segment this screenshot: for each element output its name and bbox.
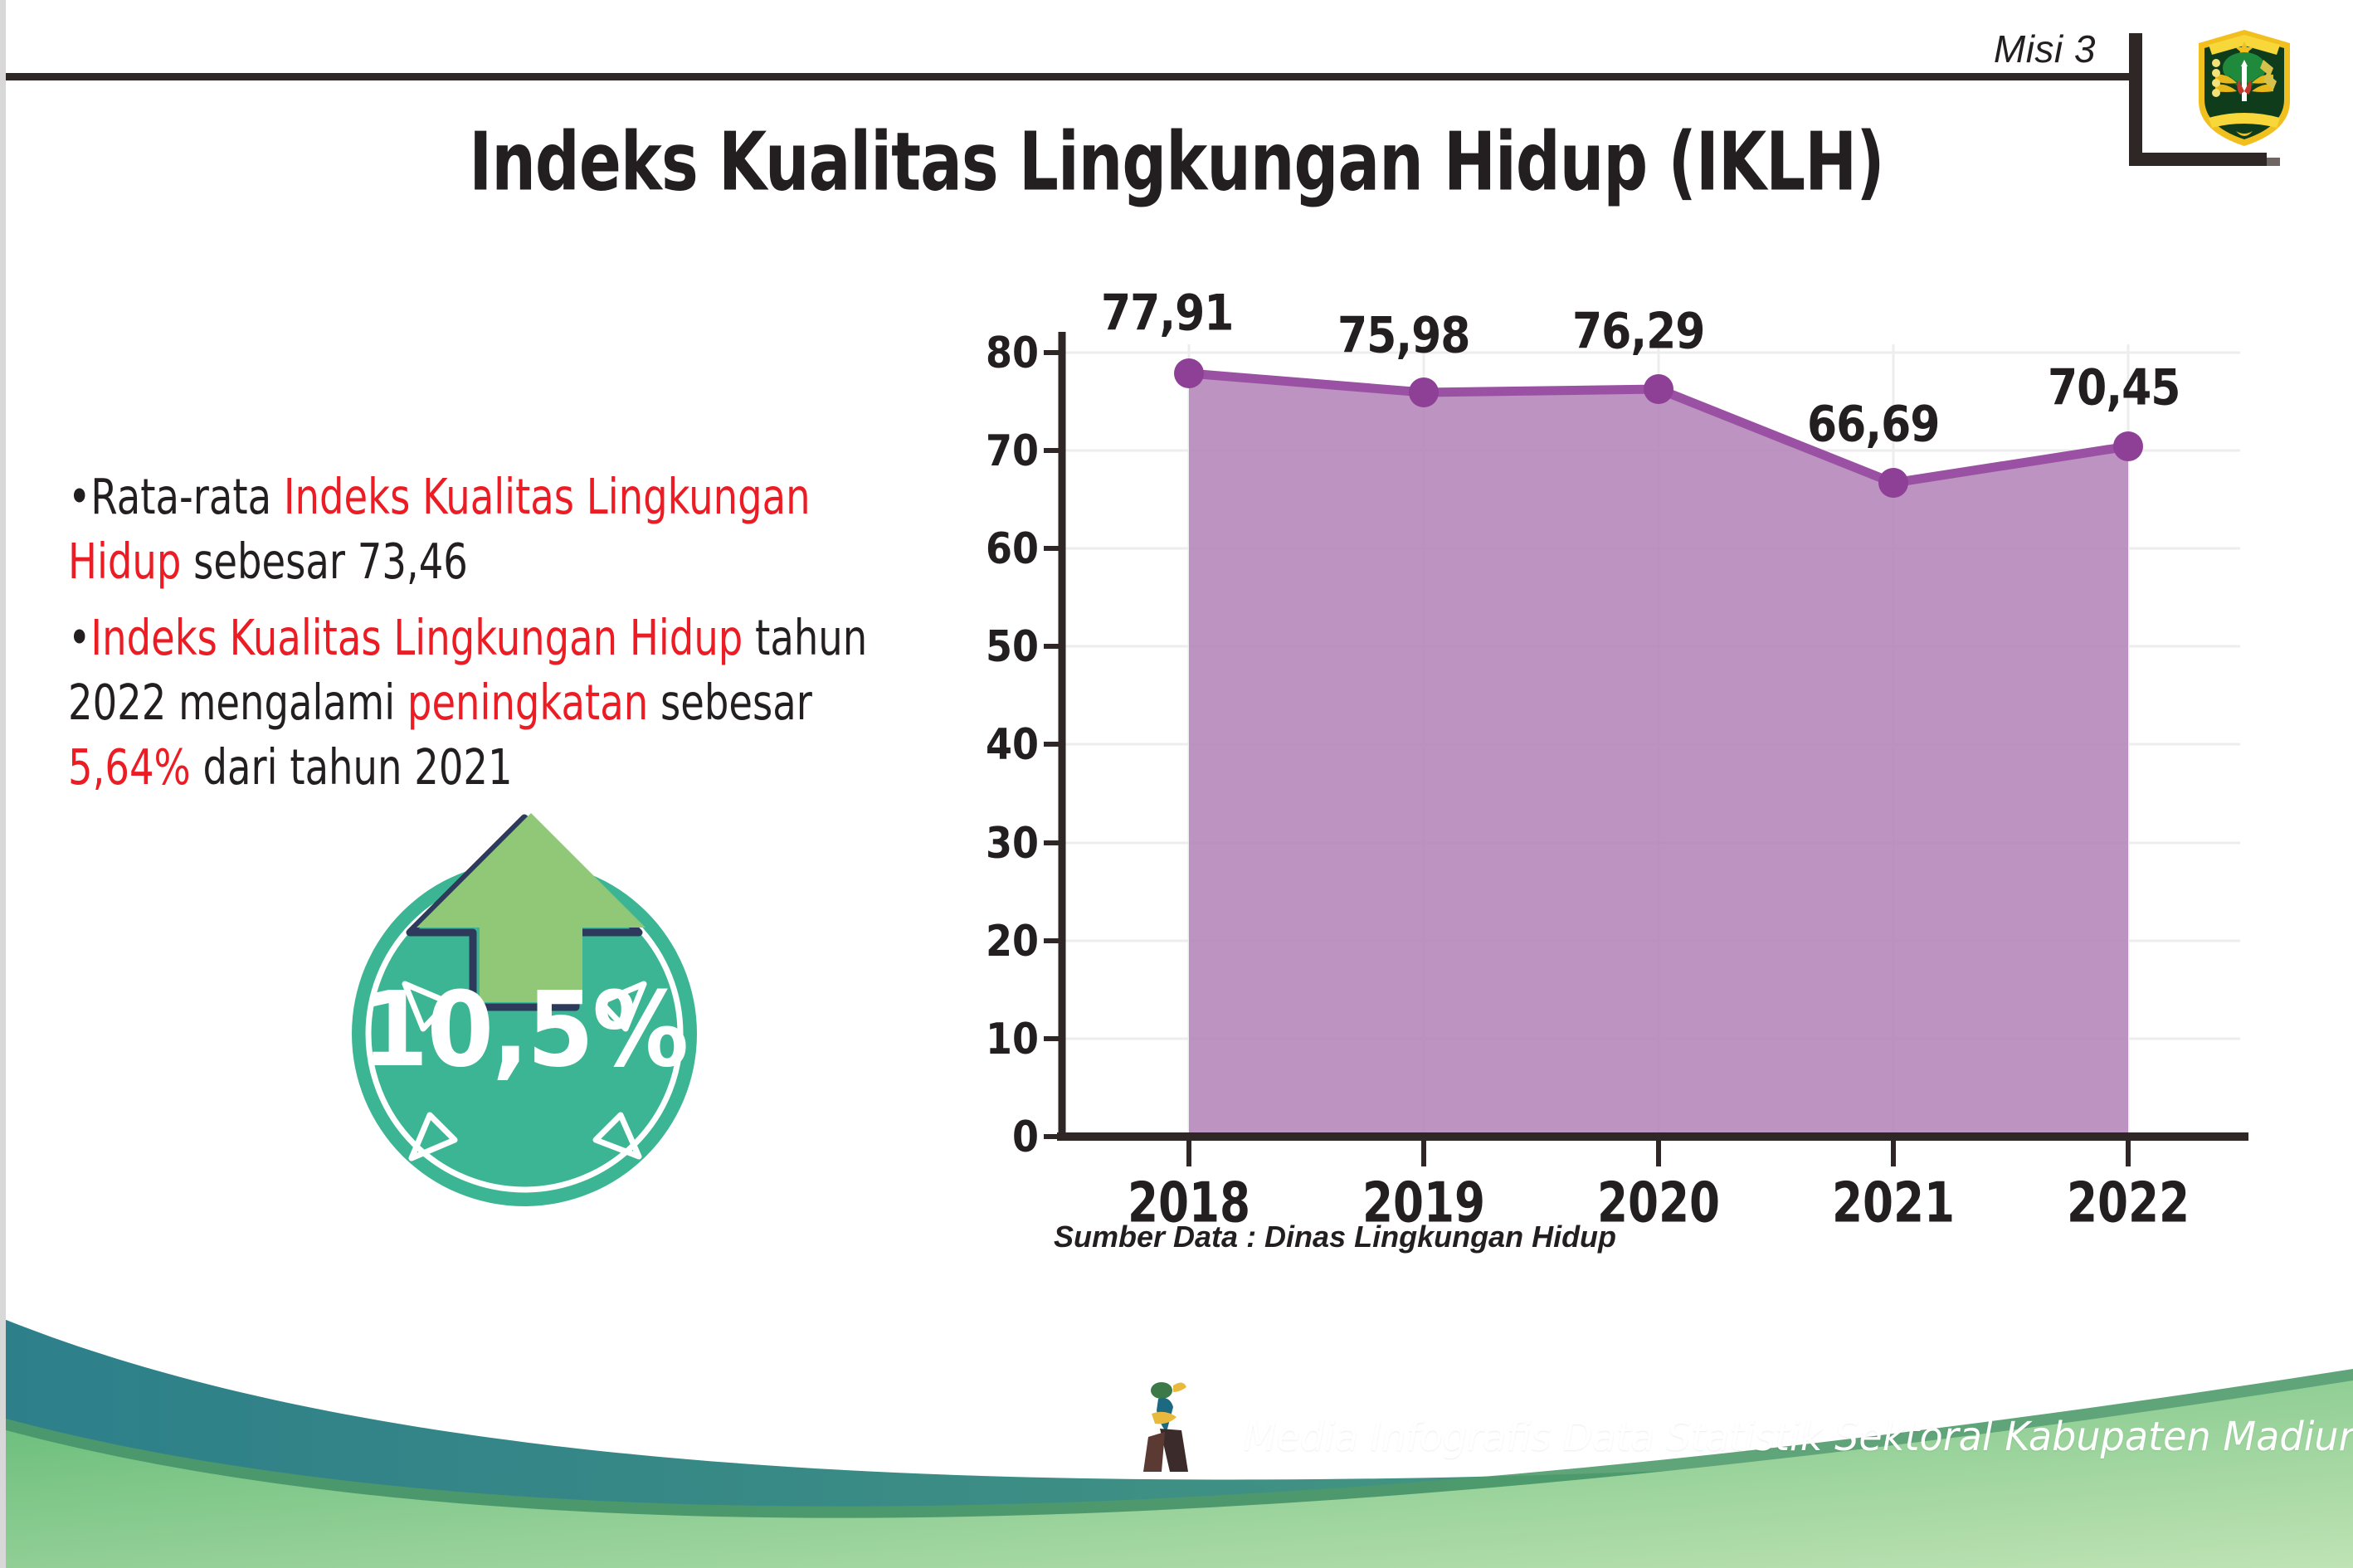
- source-note: Sumber Data : Dinas Lingkungan Hidup: [1054, 1220, 1617, 1254]
- wave-green: [0, 1381, 2353, 1568]
- y-tick-label-60: 60: [985, 523, 1039, 574]
- header-divider: [0, 73, 2131, 80]
- data-label-2018: 77,91: [1101, 285, 1234, 343]
- bullet-text-highlight: 5,64%: [68, 738, 191, 796]
- chart-markers: [1174, 358, 2143, 498]
- y-tick-label-40: 40: [985, 718, 1039, 770]
- badge-triangle-tl: [402, 981, 451, 1032]
- x-tick-label-2019: 2019: [1362, 1171, 1486, 1236]
- badge-triangle-tr: [597, 981, 647, 1032]
- increase-badge: 10,5%: [325, 811, 723, 1210]
- chart-canvas: [1044, 332, 2248, 1166]
- x-tick-label-2018: 2018: [1127, 1171, 1251, 1236]
- y-tick-label-70: 70: [985, 425, 1039, 476]
- y-axis-ticks: [1044, 350, 1062, 1139]
- page-title: Indeks Kualitas Lingkungan Hidup (IKLH): [469, 114, 1884, 209]
- iklh-area-chart: 80 70 60 50 40 30 20 10 0 2018 2019 2020…: [954, 285, 2298, 1236]
- up-arrow-outline-icon: [406, 814, 643, 1011]
- data-label-2019: 75,98: [1337, 307, 1470, 365]
- bullet-dot: •: [68, 468, 91, 526]
- footer-caption: Media Infografis Data Statistik Sektoral…: [1243, 1414, 2353, 1460]
- bullet-item-1: •Rata-rata Indeks Kualitas Lingkungan Hi…: [68, 465, 909, 594]
- bullet-text-plain: tahun 2022 mengalami: [68, 609, 868, 732]
- y-tick-label-10: 10: [985, 1013, 1039, 1064]
- statistics-figure-icon: [1143, 1382, 1188, 1472]
- badge-triangle-bl: [408, 1112, 458, 1161]
- misi-label: Misi 3: [1993, 27, 2096, 71]
- x-tick-label-2020: 2020: [1596, 1171, 1721, 1236]
- bullet-text-plain: sebesar 73,46: [181, 533, 468, 591]
- bullet-text-highlight: peningkatan: [407, 674, 649, 732]
- x-tick-label-2022: 2022: [2066, 1171, 2190, 1236]
- data-label-2021: 66,69: [1807, 396, 1940, 454]
- bullet-list: •Rata-rata Indeks Kualitas Lingkungan Hi…: [68, 465, 972, 801]
- bullet-2-rich: Indeks Kualitas Lingkungan Hidup tahun 2…: [68, 610, 867, 796]
- bullet-1-rich: Rata-rata Indeks Kualitas Lingkungan Hid…: [68, 469, 811, 590]
- slide-left-border: [0, 0, 6, 1568]
- kabupaten-madiun-logo-icon: [2199, 30, 2290, 146]
- bullet-text-plain: dari tahun 2021: [190, 738, 513, 796]
- badge-triangle-br: [592, 1112, 642, 1160]
- data-label-2020: 76,29: [1572, 303, 1705, 361]
- data-label-2022: 70,45: [2048, 359, 2180, 417]
- bullet-text-plain: sebesar: [648, 674, 812, 732]
- corner-bracket-horizontal: [2129, 153, 2267, 166]
- up-arrow-icon: [417, 813, 645, 1002]
- x-tick-label-2021: 2021: [1831, 1171, 1956, 1236]
- bullet-text-highlight: Indeks Kualitas Lingkungan Hidup: [90, 609, 743, 667]
- badge-percent-label: 10,5%: [361, 969, 689, 1091]
- y-tick-label-20: 20: [985, 915, 1039, 967]
- chart-area-fill: [1189, 373, 2128, 1137]
- y-tick-label-0: 0: [1011, 1111, 1039, 1162]
- bullet-text-plain: Rata-rata: [90, 468, 284, 526]
- x-axis-ticks: [1186, 1137, 2131, 1166]
- corner-bracket-vertical: [2129, 33, 2142, 166]
- y-tick-label-80: 80: [985, 327, 1039, 378]
- bullet-dot: •: [68, 609, 91, 667]
- footer-waves: [0, 1317, 2353, 1568]
- bullet-text-highlight: Indeks Kualitas Lingkungan Hidup: [68, 468, 811, 591]
- bullet-item-2: •Indeks Kualitas Lingkungan Hidup tahun …: [68, 606, 909, 800]
- y-tick-label-50: 50: [985, 621, 1039, 672]
- y-tick-label-30: 30: [985, 817, 1039, 869]
- badge-graphic: [352, 813, 697, 1206]
